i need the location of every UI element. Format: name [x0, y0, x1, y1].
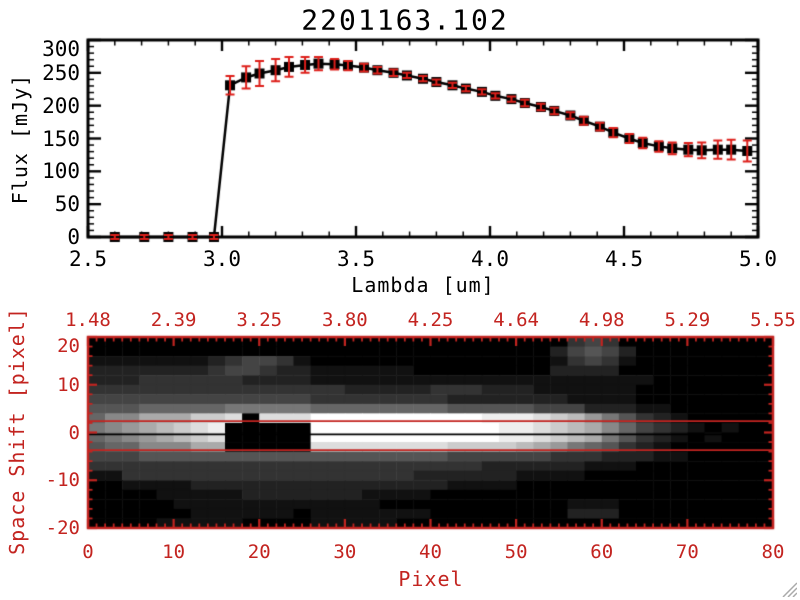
- lambda-tick-label: 5.0: [739, 247, 777, 271]
- space-shift-tick-label: -20: [45, 517, 80, 539]
- wavelength-tick-label: 4.98: [578, 309, 625, 331]
- resize-grip-icon[interactable]: [779, 579, 797, 597]
- pixel-tick-label: 40: [419, 541, 442, 563]
- space-shift-tick-label: 0: [68, 421, 80, 444]
- flux-axis-label: Flux [mJy]: [8, 73, 32, 205]
- wavelength-tick-label: 5.55: [750, 309, 796, 331]
- lambda-axis-label: Lambda [um]: [351, 273, 495, 297]
- pixel-tick-label: 50: [504, 541, 528, 563]
- flux-tick-label: 200: [42, 93, 80, 118]
- pixel-tick-label: 20: [247, 541, 271, 563]
- flux-tick-label: 50: [54, 192, 80, 217]
- space-shift-tick-label: 10: [57, 373, 80, 396]
- wavelength-tick-label: 3.25: [236, 309, 283, 331]
- space-shift-tick-label: 20: [57, 335, 80, 357]
- lambda-tick-label: 4.0: [471, 247, 509, 271]
- pixel-axis-label: Pixel: [398, 567, 464, 591]
- wavelength-tick-label: 4.25: [407, 309, 454, 331]
- space-shift-axis-label: Space Shift [pixel]: [5, 307, 29, 555]
- pixel-tick-label: 70: [675, 541, 699, 563]
- wavelength-tick-label: 4.64: [493, 309, 540, 331]
- flux-tick-label: 250: [42, 60, 80, 85]
- pixel-tick-label: 30: [333, 541, 357, 563]
- pixel-tick-label: 0: [82, 541, 94, 563]
- lambda-tick-label: 2.5: [69, 247, 107, 271]
- pixel-tick-label: 80: [761, 541, 785, 563]
- lambda-tick-label: 3.5: [337, 247, 375, 271]
- flux-tick-label: 150: [42, 126, 80, 151]
- flux-tick-label: 100: [42, 159, 80, 184]
- flux-tick-label: 0: [67, 225, 80, 249]
- lambda-tick-label: 3.0: [203, 247, 241, 271]
- lambda-tick-label: 4.5: [605, 247, 643, 271]
- wavelength-tick-label: 5.29: [664, 309, 711, 331]
- pixel-tick-label: 60: [590, 541, 614, 563]
- pixel-tick-label: 10: [162, 541, 186, 563]
- space-shift-tick-label: -10: [45, 469, 80, 492]
- plot-title: 2201163.102: [301, 3, 509, 37]
- wavelength-tick-label: 1.48: [65, 309, 111, 331]
- wavelength-tick-label: 3.80: [321, 309, 368, 331]
- wavelength-tick-label: 2.39: [150, 309, 197, 331]
- flux-tick-label: 300: [42, 37, 80, 61]
